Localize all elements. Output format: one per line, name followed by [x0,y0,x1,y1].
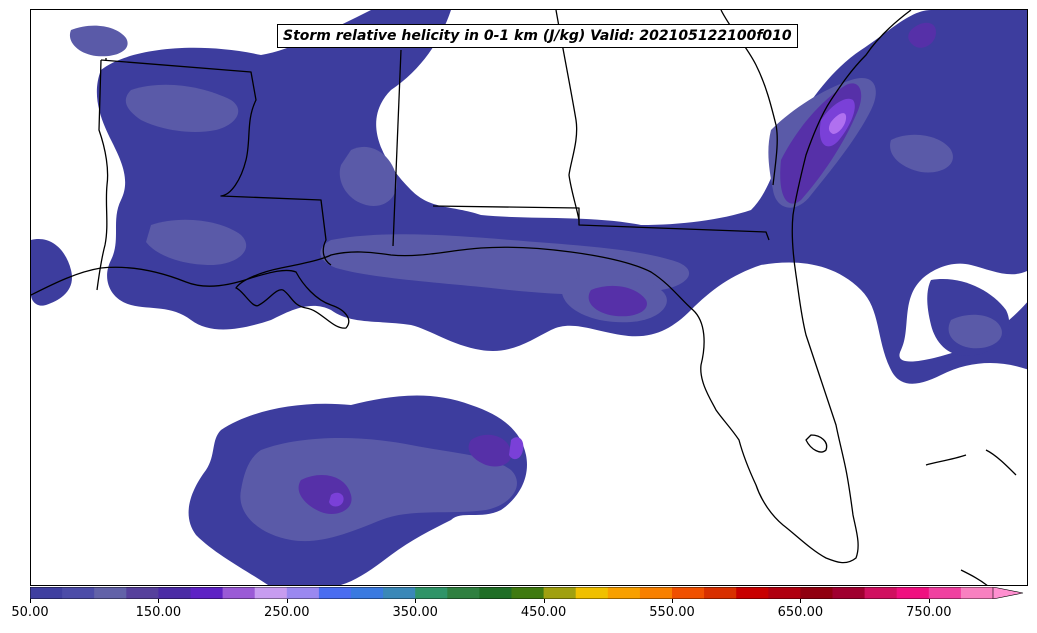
colorbar-segment [383,587,416,599]
colorbar-segment [190,587,224,599]
colorbar-segment [447,587,480,599]
colorbar-segment [126,587,159,599]
colorbar-segment [864,587,898,599]
colorbar-tick-label: 650.00 [777,605,824,620]
colorbar-segment [94,587,127,599]
colorbar-segment [222,587,256,599]
colorbar-segment [768,587,801,599]
colorbar-segment [543,587,577,599]
state-border-la-tx [96,59,109,291]
colorbar-segment [479,587,513,599]
map-panel: Storm relative helicity in 0-1 km (J/kg)… [30,9,1028,586]
helicity-map [31,10,1027,585]
colorbar-segment [575,587,609,599]
colorbar-segment [158,587,192,599]
colorbar-segment [511,587,545,599]
colorbar-segment [30,587,63,599]
colorbar-tick-label: 250.00 [264,605,310,620]
helicity-level-5 [828,113,847,134]
chart-title: Storm relative helicity in 0-1 km (J/kg)… [277,24,798,48]
colorbar-segment [415,587,448,599]
colorbar-segment [736,587,769,599]
colorbar-segment [960,587,994,599]
colorbar-tick [158,599,160,603]
colorbar-segment [286,587,320,599]
colorbar-tick-label: 50.00 [11,605,49,620]
colorbar-segment [254,587,288,599]
colorbar-segment [896,587,930,599]
florida-keys-islands [805,434,828,453]
colorbar-segment [318,587,352,599]
colorbar-segment [672,587,705,599]
colorbar-segment [800,587,834,599]
colorbar-tick-label: 450.00 [520,605,567,620]
colorbar-segment [704,587,737,599]
colorbar-segment [607,587,641,599]
region-northwest-ark-la [96,10,1027,384]
colorbar-tick-label: 750.00 [906,605,952,620]
state-border-ark-la [100,59,332,266]
colorbar-tick [415,599,417,603]
colorbar-tick [286,599,288,603]
colorbar-segment [832,587,866,599]
colorbar-tick-label: 550.00 [649,605,695,620]
colorbar-tick-label: 150.00 [135,605,182,620]
colorbar-extend-arrow [992,587,1024,599]
colorbar-tick [672,599,673,603]
state-border-ms-al [392,49,402,247]
region-west-edge [31,239,72,306]
coastline [31,10,912,564]
colorbar-tick [30,599,31,603]
bahamas-islands [925,449,1017,585]
colorbar [30,587,1024,599]
colorbar-segment [928,587,962,599]
state-border-al-ga [555,10,580,221]
colorbar-segment [351,587,384,599]
colorbar-segment [639,587,673,599]
colorbar-segment [62,587,95,599]
colorbar-tick-label: 350.00 [392,605,438,620]
colorbar-tick [543,599,545,603]
state-border-fl-al-ga [432,205,770,241]
colorbar-tick [800,599,802,603]
colorbar-tick [928,599,930,603]
